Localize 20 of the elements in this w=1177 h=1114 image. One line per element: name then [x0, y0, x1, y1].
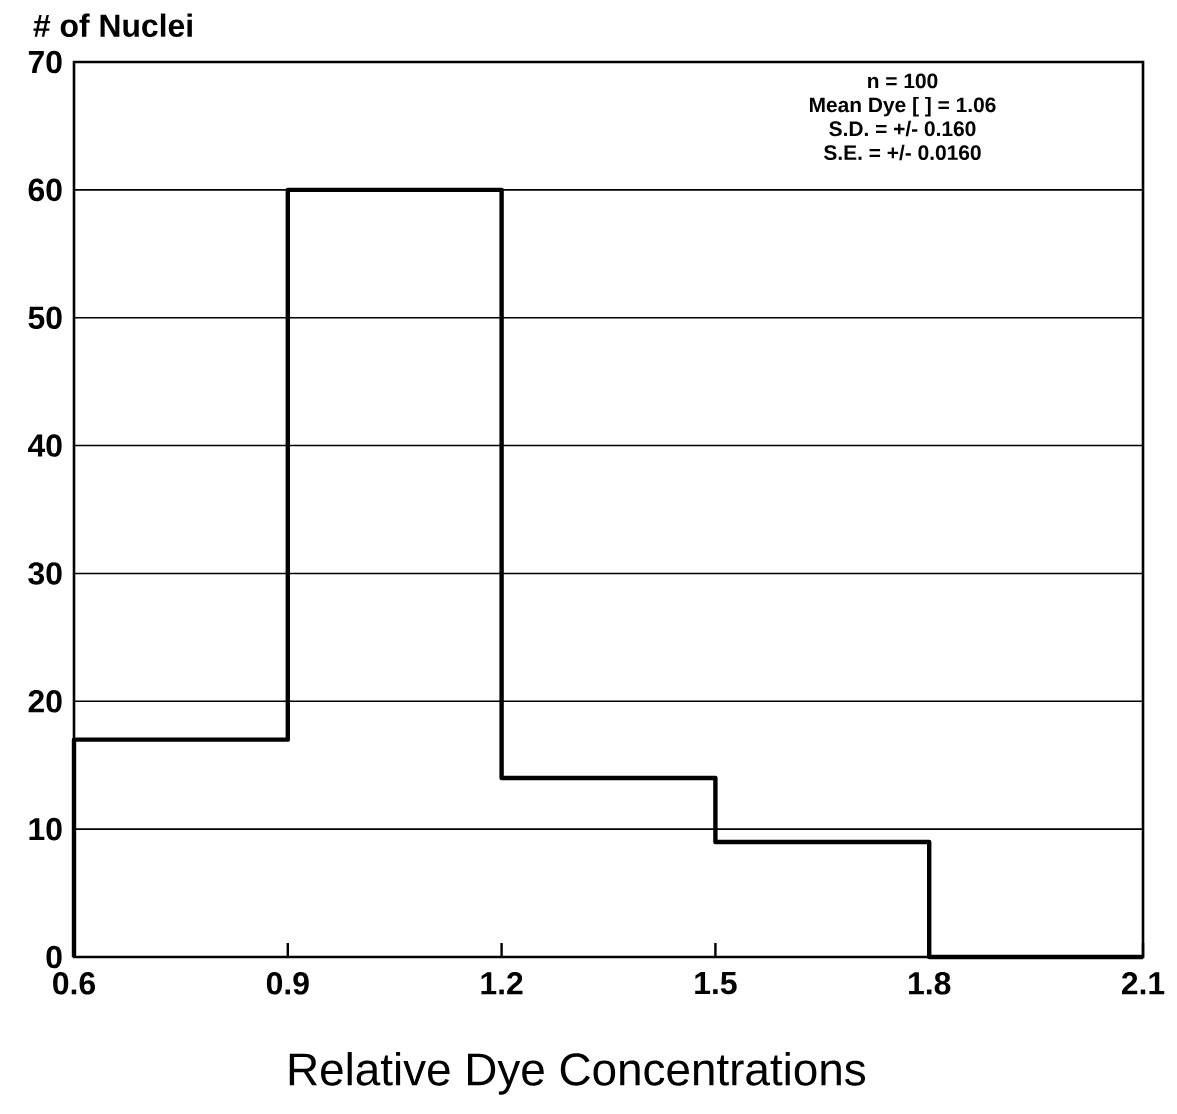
y-tick-label: 50 [28, 306, 62, 329]
annotation: S.D. = +/- 0.160 [829, 120, 976, 137]
x-tick-label: 0.9 [266, 972, 309, 995]
y-tick-label: 30 [28, 562, 62, 585]
annotation: n = 100 [868, 73, 938, 89]
y-tick-label: 10 [29, 817, 62, 841]
x-tick-label: 1.5 [695, 972, 737, 995]
y-tick-label: 20 [28, 690, 62, 713]
x-axis-title: Relative Dye Concentrations [289, 1052, 866, 1095]
annotation: S.E. = +/- 0.0160 [823, 144, 981, 161]
x-tick-label: 0.6 [53, 972, 95, 995]
x-tick-label: 2.1 [1121, 972, 1165, 995]
y-tick-label: 0 [46, 945, 62, 969]
x-tick-label: 1.2 [481, 972, 523, 995]
x-tick-label: 1.8 [909, 972, 951, 995]
annotation: Mean Dye [ ] = 1.06 [809, 96, 996, 117]
y-tick-label: 40 [27, 434, 62, 457]
y-tick-label: 70 [28, 50, 62, 74]
y-axis-title: # of Nuclei [33, 13, 192, 37]
y-tick-label: 60 [28, 178, 62, 202]
